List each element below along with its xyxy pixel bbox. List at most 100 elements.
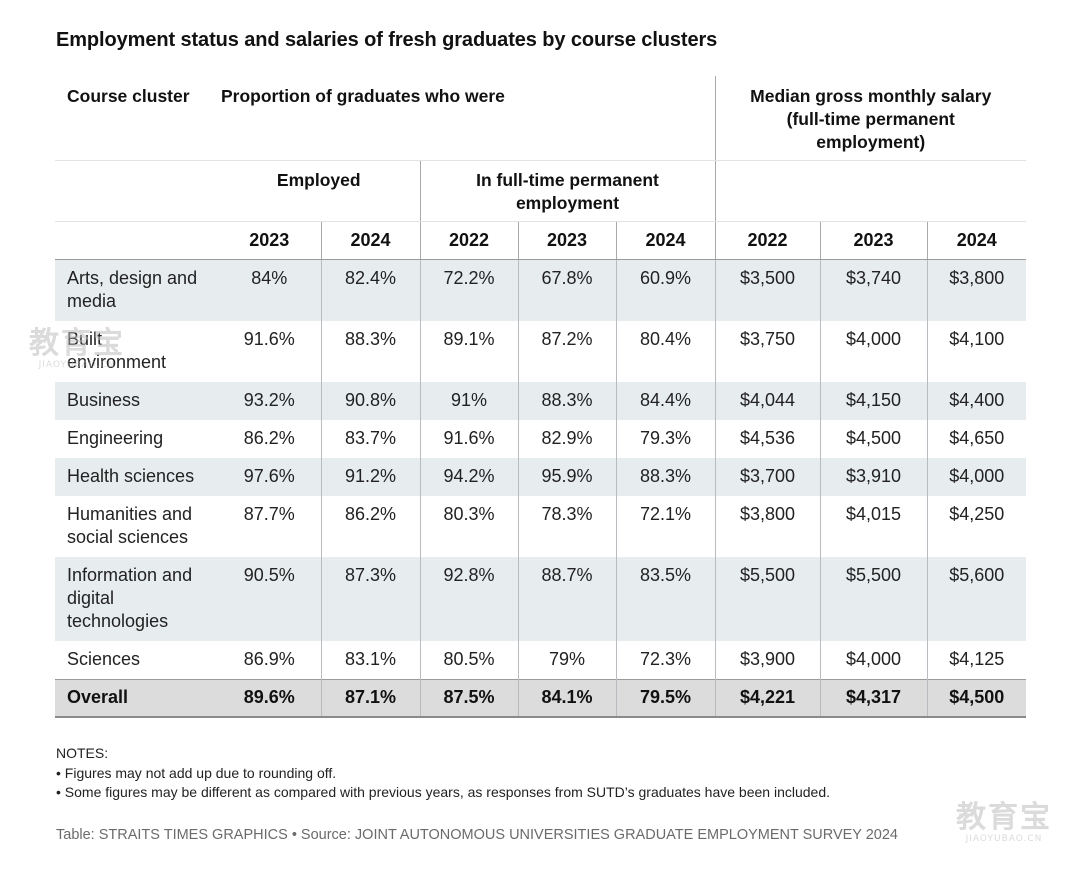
table-cell: $4,536 (714, 419, 820, 458)
table-cell: 88.3% (517, 381, 616, 420)
watermark: 教育宝 JIAOYUBAO.CN (945, 800, 1063, 845)
row-label: Built environment (55, 321, 218, 382)
row-label-line: Overall (67, 686, 129, 707)
table-cell: 87.3% (320, 556, 420, 641)
table-cell: $3,900 (714, 640, 820, 679)
table-cell: 80.4% (615, 320, 715, 382)
year-header: 2022 (714, 221, 820, 260)
watermark-text: 教育宝 (956, 800, 1052, 835)
table-cell: 86.2% (243, 427, 295, 448)
row-label: Overall (55, 678, 218, 718)
table-cell: $4,650 (926, 419, 1026, 458)
year-header: 2024 (926, 221, 1026, 260)
watermark-text: 教育宝 (29, 326, 125, 361)
table-cell: 83.1% (320, 640, 420, 679)
table-cell: 79.3% (615, 419, 715, 458)
row-label: Sciences (55, 641, 218, 680)
table-cell: $4,400 (926, 381, 1026, 420)
watermark-url: JIAOYUBAO.CN (38, 360, 116, 370)
overall-row: Overall 89.6% 87.1% 87.5% 84.1% 79.5% $4,221 $4… (55, 678, 1026, 718)
row-label-line: digital (67, 587, 115, 608)
row-label: Health sciences (55, 457, 218, 496)
table-cell: 78.3% (517, 495, 616, 557)
table-cell: 84% (218, 259, 321, 321)
table-cell: 83.7% (320, 419, 420, 458)
row-label-line: Arts, design and (67, 267, 198, 288)
header-median-line: (full-time permanent (786, 109, 955, 129)
header-empty (55, 221, 218, 260)
row-label-line: social sciences (67, 526, 189, 547)
table-cell: 89.6% (218, 678, 321, 718)
header-median-salary: Median gross monthly salary (full-time p… (714, 76, 1026, 161)
table-cell: 89.1% (419, 320, 518, 382)
table-row: Arts, design and media 84% 82.4% 72.2% 67.8% 6… (55, 259, 1026, 321)
note-item: • Figures may not add up due to rounding… (56, 764, 337, 781)
source-credit: Table: STRAITS TIMES GRAPHICS • Source: … (56, 827, 898, 843)
table-cell: $4,000 (819, 640, 927, 679)
table-cell: 79.5% (615, 678, 715, 718)
notes-heading: NOTES: (56, 745, 109, 761)
row-label-line: technologies (67, 610, 169, 631)
watermark: 教育宝 JIAOYUBAO.CN (18, 326, 136, 371)
table-row: Built environment 91.6% 88.3% 89.1% 87.2% 80.4… (55, 320, 1026, 382)
row-label: Humanities and social sciences (55, 496, 218, 557)
table-cell: 72.3% (615, 640, 715, 679)
header-employed: Employed (218, 160, 420, 222)
table-cell: 88.3% (615, 457, 715, 496)
table-cell: $3,500 (714, 259, 820, 321)
year-header: 2024 (615, 221, 715, 260)
year-header: 2024 (320, 221, 420, 260)
row-label-line: Humanities and (67, 503, 193, 524)
table-cell: $4,500 (819, 419, 927, 458)
table-cell: 94.2% (419, 457, 518, 496)
table-cell: 97.6% (218, 457, 321, 496)
table-cell: 91.2% (320, 457, 420, 496)
table-cell: $4,100 (926, 320, 1026, 382)
table-cell: 84.1% (517, 678, 616, 718)
header-course-cluster: Course cluster (55, 76, 218, 161)
year-header: 2022 (419, 221, 518, 260)
table-cell: 93.2% (218, 381, 321, 420)
table-body: Arts, design and media 84% 82.4% 72.2% 67.8% 6… (55, 259, 1026, 718)
row-label-line: Information and (67, 564, 193, 585)
table-cell: $4,221 (714, 678, 820, 718)
table-cell: 90.5% (218, 556, 321, 641)
table-cell: $4,317 (819, 678, 927, 718)
header-median-line: employment) (816, 132, 926, 152)
table-cell: 83.5% (615, 556, 715, 641)
header-empty (55, 160, 218, 222)
table-cell: $4,500 (926, 678, 1026, 718)
table-cell: 84.4% (615, 381, 715, 420)
year-header: 2023 (819, 221, 927, 260)
row-label: Business (55, 381, 218, 420)
table-cell: 87.5% (419, 678, 518, 718)
table-cell: $5,600 (926, 556, 1026, 641)
table-cell: $5,500 (714, 556, 820, 641)
table-cell: $3,800 (926, 259, 1026, 321)
table-cell: 72.2% (419, 259, 518, 321)
table-cell: $3,740 (819, 259, 927, 321)
table-cell: $4,015 (819, 495, 927, 557)
row-label-line: Health sciences (67, 465, 195, 486)
year-header: 2023 (218, 221, 321, 260)
table-cell: 82.4% (320, 259, 420, 321)
table-row: Engineering 86.2% 83.7% 91.6% 82.9% 79.3% $4,5… (55, 419, 1026, 458)
table-row: Health sciences 97.6% 91.2% 94.2% 95.9% 88.3%… (55, 457, 1026, 496)
header-median-line: Median gross monthly salary (750, 86, 992, 106)
row-label-line: Business (67, 389, 141, 410)
table-cell: 87.7% (243, 503, 295, 524)
table-row: Business 93.2% 90.8% 91% 88.3% 84.4% $4,044 $4,… (55, 381, 1026, 420)
table-cell: 80.5% (419, 640, 518, 679)
header-proportion: Proportion of graduates who were (218, 76, 715, 161)
table-row: Humanities and social sciences 87.7% 86.2% 8… (55, 495, 1026, 557)
table-cell: 91.6% (243, 328, 295, 349)
table-cell: 86.9% (243, 648, 295, 669)
table-cell: 87.2% (517, 320, 616, 382)
table-cell: 88.3% (320, 320, 420, 382)
table-cell: 60.9% (615, 259, 715, 321)
header-empty (714, 160, 1026, 222)
watermark-url: JIAOYUBAO.CN (965, 834, 1043, 844)
table-cell: $4,000 (926, 457, 1026, 496)
row-label-line: Sciences (67, 648, 141, 669)
table-cell: $4,000 (819, 320, 927, 382)
